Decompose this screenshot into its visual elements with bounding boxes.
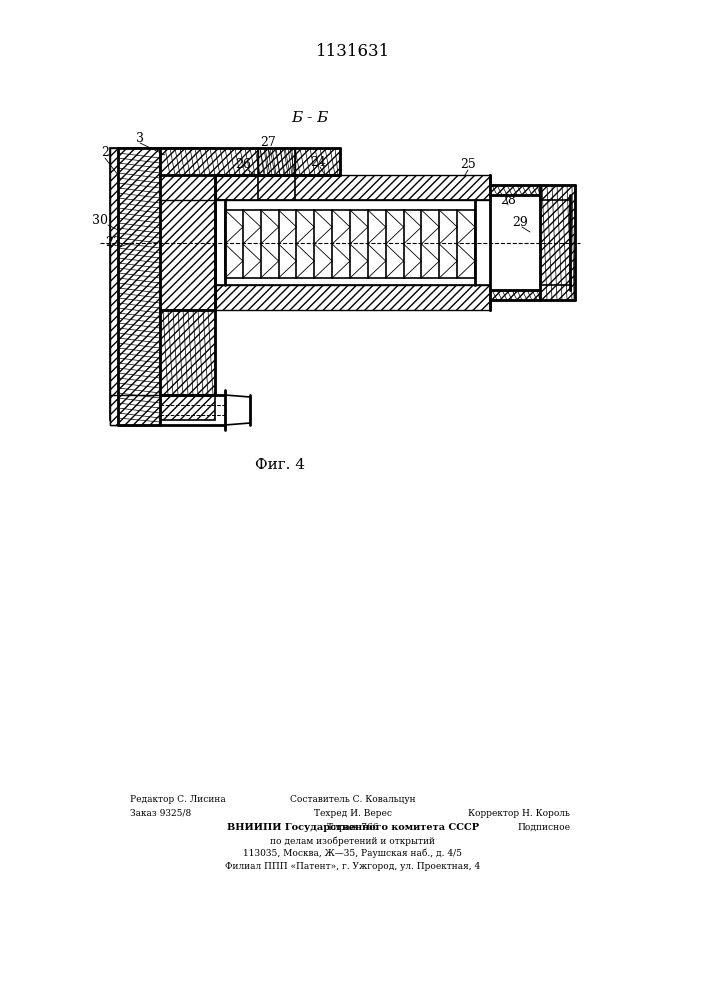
Polygon shape xyxy=(160,175,215,310)
Polygon shape xyxy=(490,290,540,300)
Polygon shape xyxy=(160,148,340,200)
Text: Подписное: Подписное xyxy=(517,823,570,832)
Text: Филиал ППП «Патент», г. Ужгород, ул. Проектная, 4: Филиал ППП «Патент», г. Ужгород, ул. Про… xyxy=(226,862,481,871)
Text: Заказ 9325/8: Заказ 9325/8 xyxy=(130,809,192,818)
Text: 113035, Москва, Ж—35, Раушская наб., д. 4/5: 113035, Москва, Ж—35, Раушская наб., д. … xyxy=(243,849,462,858)
Text: Техред И. Верес: Техред И. Верес xyxy=(314,809,392,818)
Polygon shape xyxy=(110,148,215,420)
Text: Корректор Н. Король: Корректор Н. Король xyxy=(468,809,570,818)
Text: Редактор С. Лисина: Редактор С. Лисина xyxy=(130,795,226,804)
Text: 27: 27 xyxy=(260,136,276,149)
Polygon shape xyxy=(540,185,575,300)
Text: 3: 3 xyxy=(136,131,144,144)
Polygon shape xyxy=(160,310,215,395)
Text: 23: 23 xyxy=(105,235,121,248)
Polygon shape xyxy=(490,185,540,195)
Text: Тираж 766: Тираж 766 xyxy=(327,823,379,832)
Text: 30: 30 xyxy=(92,214,108,227)
Text: Б - Б: Б - Б xyxy=(291,111,329,125)
Polygon shape xyxy=(215,285,490,310)
Text: Составитель С. Ковальцун: Составитель С. Ковальцун xyxy=(290,795,416,804)
Polygon shape xyxy=(110,148,160,425)
Text: 25: 25 xyxy=(460,158,476,172)
Polygon shape xyxy=(215,175,490,200)
Text: Фиг. 4: Фиг. 4 xyxy=(255,458,305,472)
Text: ВНИИПИ Государственного комитета СССР: ВНИИПИ Государственного комитета СССР xyxy=(227,823,479,832)
Text: 29: 29 xyxy=(512,216,528,229)
Text: 28: 28 xyxy=(500,194,516,207)
Text: 24: 24 xyxy=(310,155,326,168)
Text: 26: 26 xyxy=(235,158,251,172)
Polygon shape xyxy=(110,395,160,425)
Text: по делам изобретений и открытий: по делам изобретений и открытий xyxy=(271,836,436,846)
Text: 2: 2 xyxy=(101,145,109,158)
Text: 1131631: 1131631 xyxy=(316,43,390,60)
Polygon shape xyxy=(258,148,295,175)
